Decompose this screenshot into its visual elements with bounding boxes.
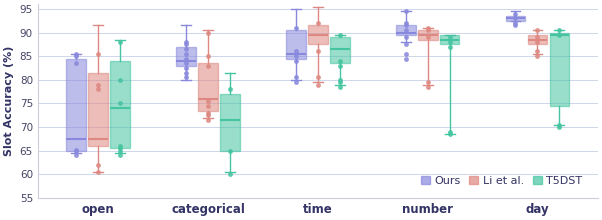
PathPatch shape <box>286 30 306 59</box>
PathPatch shape <box>308 26 327 44</box>
PathPatch shape <box>418 30 438 40</box>
PathPatch shape <box>198 63 218 110</box>
PathPatch shape <box>330 37 350 63</box>
Legend: Ours, Li et al., T5DST: Ours, Li et al., T5DST <box>417 171 587 191</box>
PathPatch shape <box>439 35 459 44</box>
PathPatch shape <box>506 16 526 21</box>
PathPatch shape <box>220 94 240 151</box>
PathPatch shape <box>88 73 108 146</box>
PathPatch shape <box>527 35 547 44</box>
PathPatch shape <box>66 59 86 151</box>
PathPatch shape <box>176 47 196 66</box>
PathPatch shape <box>550 33 569 106</box>
Y-axis label: Slot Accuracy (%): Slot Accuracy (%) <box>4 46 14 156</box>
PathPatch shape <box>396 26 415 35</box>
PathPatch shape <box>110 61 130 148</box>
